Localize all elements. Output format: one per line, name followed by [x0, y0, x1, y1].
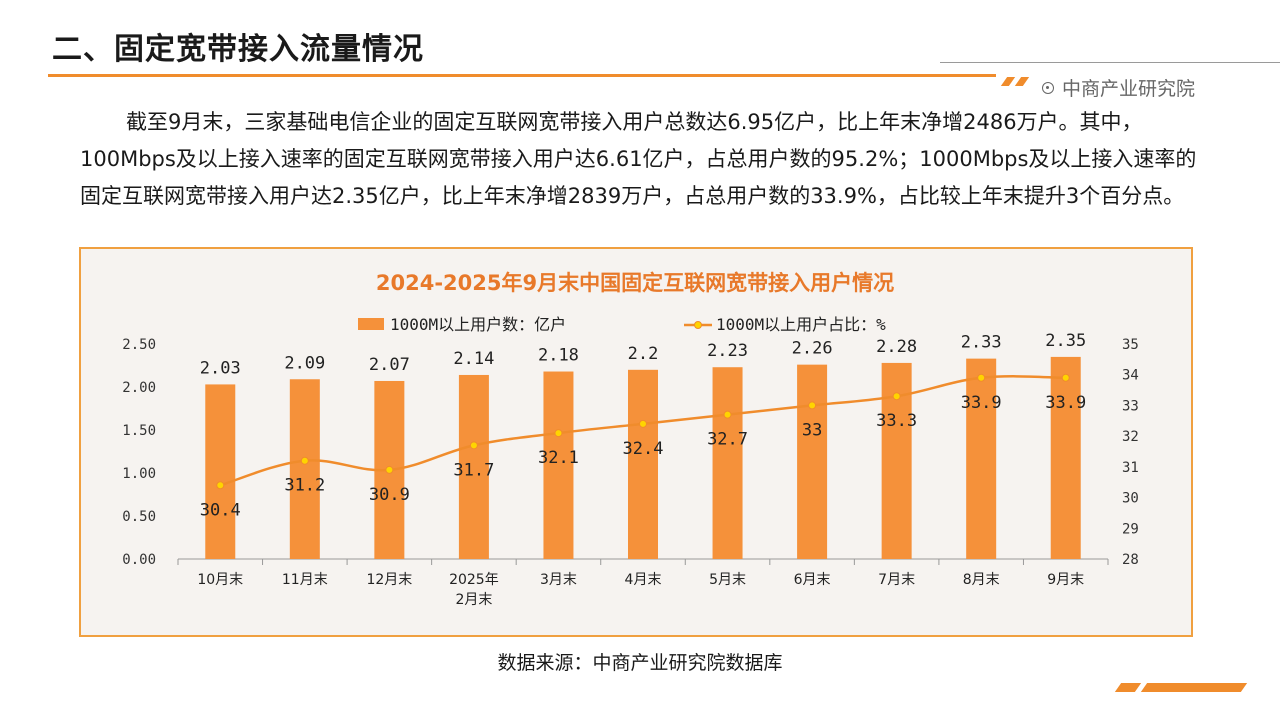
bar-value-label: 2.03 [200, 358, 241, 378]
bar-value-label: 2.2 [628, 344, 659, 364]
bar [205, 384, 236, 559]
x-tick-label: 11月末 [282, 572, 328, 588]
bar-value-label: 2.09 [284, 353, 325, 373]
brand-text: 中商产业研究院 [1062, 78, 1196, 100]
x-tick-label: 7月末 [878, 572, 915, 588]
bar [458, 374, 489, 559]
y-left-tick-label: 0.00 [122, 552, 156, 568]
bar-value-label: 2.07 [369, 355, 410, 375]
bar [712, 367, 743, 559]
line-point [808, 401, 817, 410]
line-value-label: 32.4 [623, 439, 664, 459]
line-value-label: 33.9 [1045, 393, 1086, 413]
bar [966, 358, 997, 559]
brand-label: 中商产业研究院 [1042, 74, 1195, 101]
y-right-tick-label: 35 [1122, 337, 1139, 353]
y-right-tick-label: 34 [1122, 368, 1139, 384]
line-point [639, 419, 647, 428]
bar-value-label: 2.33 [961, 333, 1002, 353]
x-tick-label: 6月末 [794, 572, 831, 588]
legend-label-bars: 1000M以上用户数：亿户 [390, 315, 566, 334]
bar [289, 379, 320, 559]
line-value-label: 33.9 [961, 393, 1002, 413]
x-tick-label: 12月末 [366, 572, 412, 588]
x-tick-label: 3月末 [540, 572, 577, 588]
bar [628, 369, 658, 559]
y-right-tick-label: 28 [1122, 552, 1139, 568]
legend-swatch-bars [358, 318, 384, 330]
legend-marker [694, 321, 702, 329]
line-point [723, 410, 732, 419]
line-point [300, 456, 309, 465]
target-icon [1042, 81, 1054, 94]
line-value-label: 33 [802, 420, 822, 440]
bar-value-label: 2.26 [792, 339, 833, 359]
bar-value-label: 2.28 [876, 337, 917, 357]
x-tick-label: 2月末 [455, 592, 492, 608]
line-point [554, 429, 563, 438]
x-tick-label: 8月末 [963, 572, 1000, 588]
bar [797, 364, 828, 559]
chart-title: 2024-2025年9月末中国固定互联网宽带接入用户情况 [376, 271, 894, 295]
line-point [385, 465, 394, 474]
legend-label-line: 1000M以上用户占比：% [716, 315, 886, 334]
line-value-label: 30.9 [369, 485, 410, 505]
line-point [469, 441, 478, 450]
bar [543, 371, 574, 559]
x-tick-label: 5月末 [709, 572, 746, 588]
y-right-tick-label: 32 [1122, 429, 1139, 445]
x-tick-label: 9月末 [1047, 572, 1084, 588]
bar-value-label: 2.23 [707, 341, 748, 361]
bar-value-label: 2.14 [453, 349, 494, 369]
line-point [216, 481, 225, 490]
line-value-label: 31.7 [453, 460, 494, 480]
line-value-label: 32.1 [538, 448, 579, 468]
y-right-tick-label: 33 [1122, 398, 1139, 414]
y-right-tick-label: 29 [1122, 521, 1139, 537]
summary-paragraph: 截至9月末，三家基础电信企业的固定互联网宽带接入用户总数达6.95亿户，比上年末… [80, 110, 1197, 208]
y-left-tick-label: 1.50 [122, 423, 156, 439]
bar-value-label: 2.35 [1045, 331, 1086, 351]
y-right-tick-label: 30 [1122, 491, 1139, 507]
line-value-label: 32.7 [707, 430, 748, 450]
y-left-tick-label: 0.50 [122, 509, 156, 525]
line-value-label: 31.2 [284, 476, 325, 496]
bar-value-label: 2.18 [538, 346, 579, 366]
title-underline [48, 74, 996, 77]
footer-stripes [1114, 683, 1248, 693]
x-tick-label: 4月末 [625, 572, 662, 588]
data-source: 数据来源：中商产业研究院数据库 [497, 652, 783, 674]
x-tick-label: 10月末 [197, 572, 243, 588]
line-value-label: 30.4 [200, 500, 241, 520]
line-point [892, 392, 901, 401]
y-left-tick-label: 1.00 [122, 466, 156, 482]
line-point [1061, 373, 1070, 382]
header-rule [940, 62, 1280, 63]
y-right-tick-label: 31 [1122, 460, 1139, 476]
y-left-tick-label: 2.00 [122, 380, 156, 396]
y-left-tick-label: 2.50 [122, 337, 156, 353]
line-value-label: 33.3 [876, 411, 917, 431]
x-tick-label: 2025年 [449, 572, 499, 588]
page-title: 二、固定宽带接入流量情况 [52, 32, 424, 67]
bar [1050, 356, 1081, 559]
line-point [977, 373, 986, 382]
